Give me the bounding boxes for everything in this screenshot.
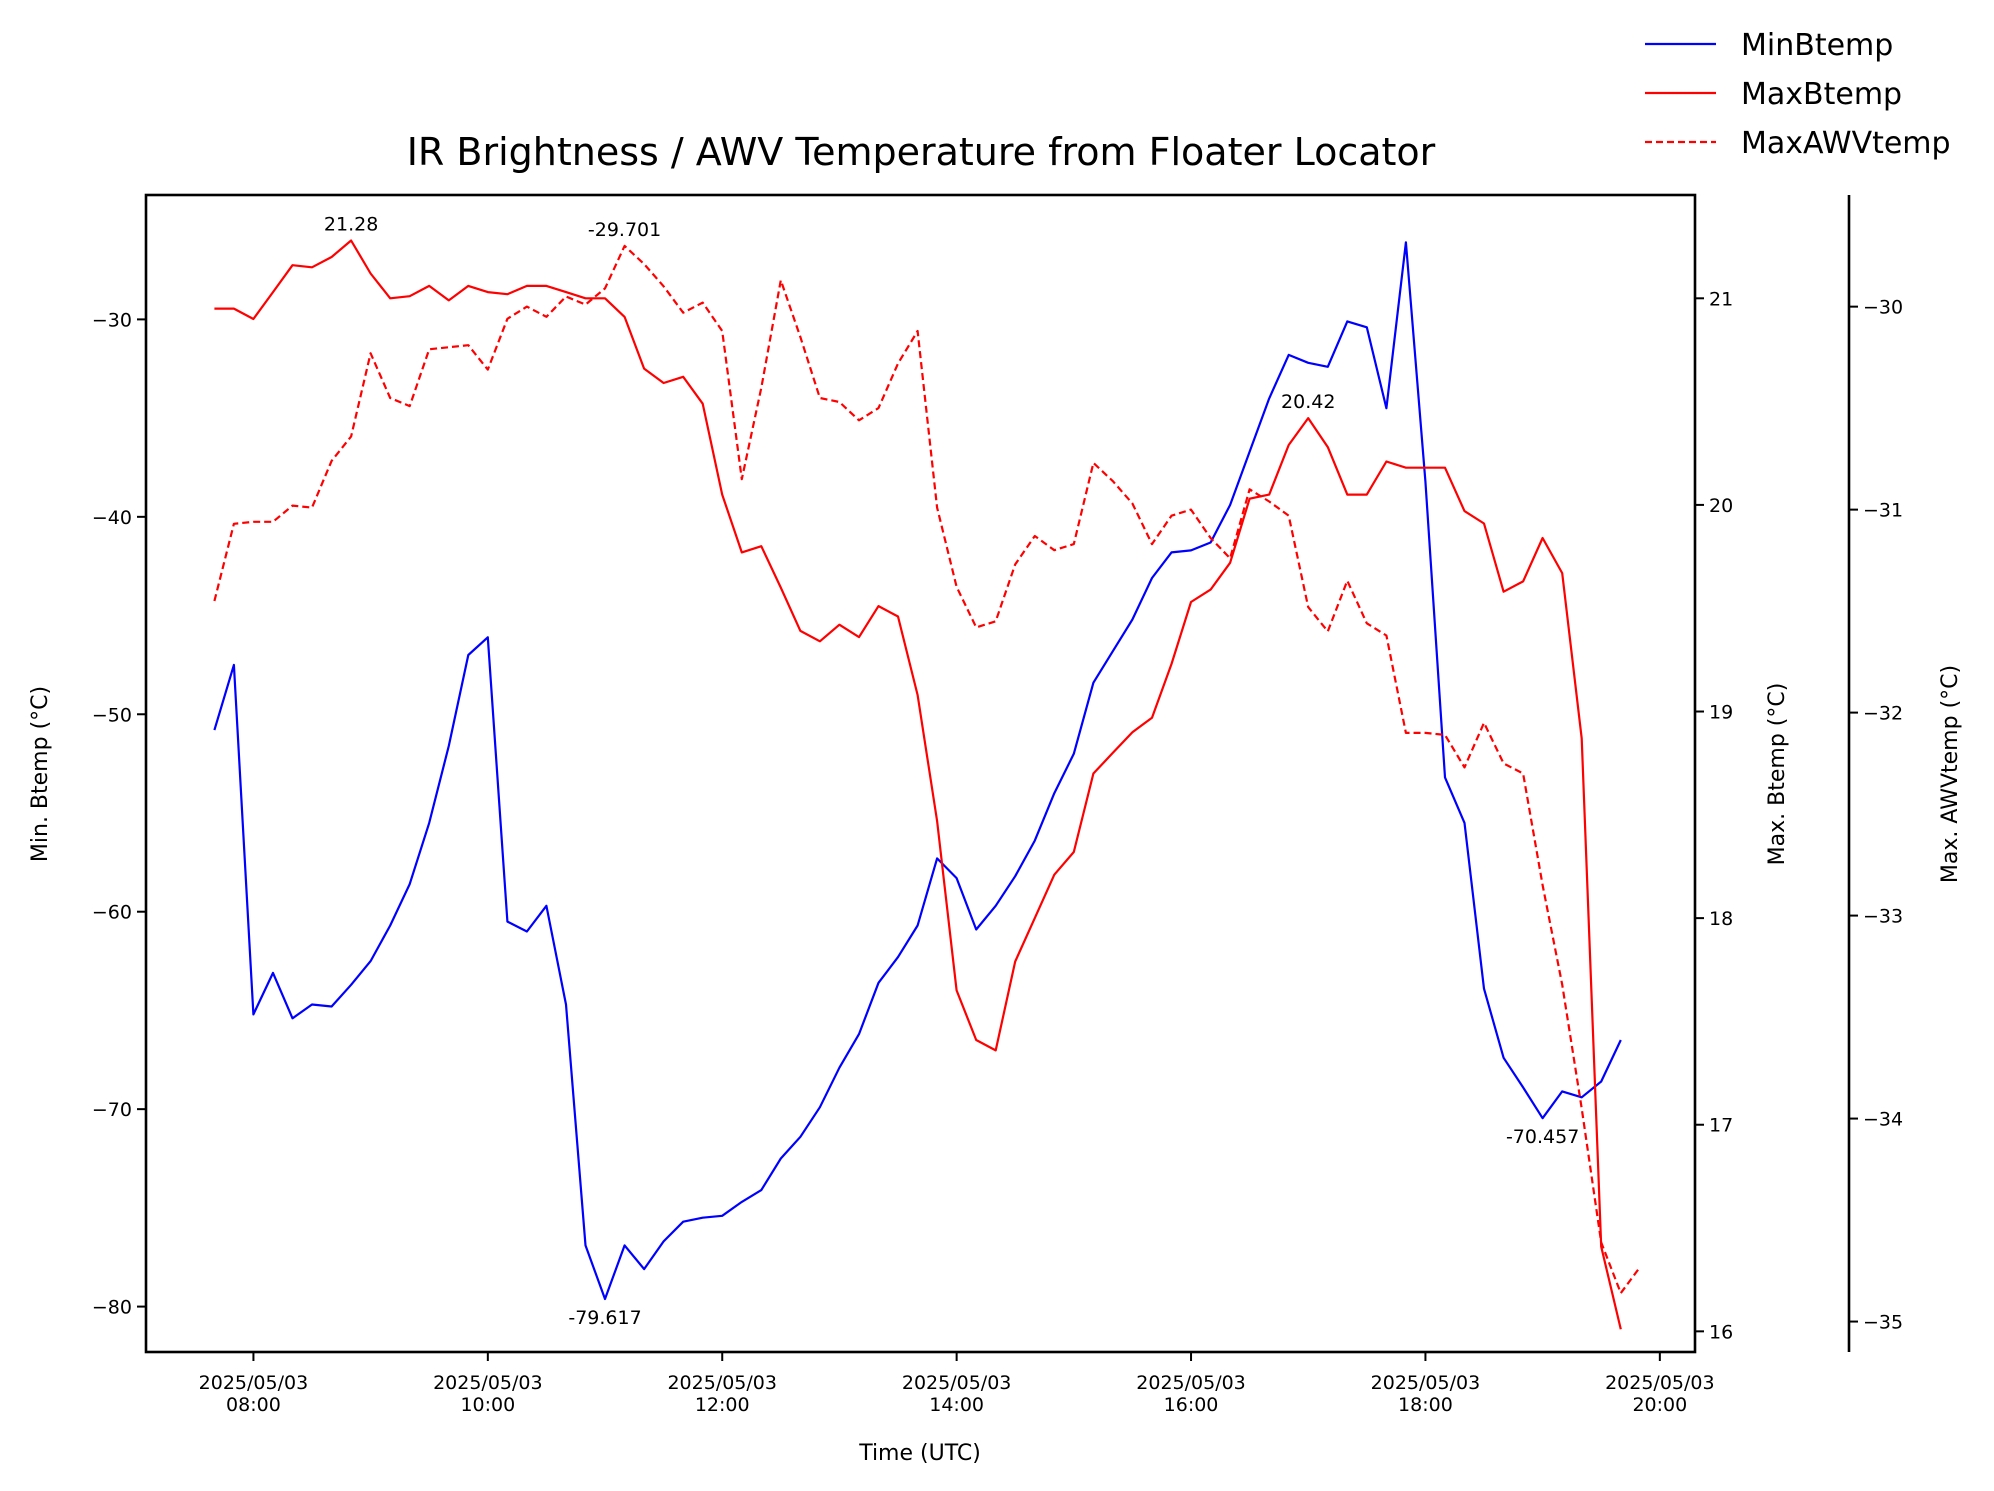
y-tick-label: −34 (1863, 1109, 1903, 1131)
x-tick-label: 2025/05/03 16:00 (1136, 1372, 1246, 1416)
y-tick-label: 16 (1709, 1321, 1733, 1343)
y-axis-right2-label: Max. AWVtemp (°C) (1938, 665, 1963, 883)
y-tick-label: −33 (1863, 906, 1903, 928)
y-tick-label: 21 (1709, 288, 1733, 310)
y-tick-label: 19 (1709, 702, 1733, 724)
y-tick-label: −60 (92, 902, 132, 924)
x-axis-label: Time (UTC) (858, 1441, 981, 1466)
plot-frame (144, 193, 1697, 1354)
x-tick-label: 2025/05/03 18:00 (1371, 1372, 1481, 1416)
plot-lines (213, 239, 1642, 1330)
y-axis-right-label: Max. Btemp (°C) (1765, 683, 1790, 866)
y-tick-label: 18 (1709, 908, 1733, 930)
y-tick-label: −80 (92, 1297, 132, 1319)
annotation-4: -70.457 (1506, 1126, 1579, 1148)
x-tick-label: 2025/05/03 08:00 (199, 1372, 309, 1416)
legend-label-maxbtemp: MaxBtemp (1741, 77, 1902, 112)
chart-title: IR Brightness / AWV Temperature from Flo… (407, 130, 1436, 174)
x-tick-label: 2025/05/03 12:00 (667, 1372, 777, 1416)
y-axis-left-label: Min. Btemp (°C) (28, 686, 53, 862)
y-tick-label: −40 (92, 507, 132, 529)
annotation-2: 20.42 (1281, 391, 1335, 413)
y-tick-label: −30 (92, 309, 132, 331)
y-axis-right: 21 20 19 18 17 16 (1695, 288, 1733, 1343)
annotation-1: -29.701 (588, 219, 661, 241)
series-line-maxbtemp (214, 239, 1622, 1330)
x-tick-label: 2025/05/03 14:00 (902, 1372, 1012, 1416)
annotation-3: -79.617 (568, 1307, 641, 1329)
x-axis: 2025/05/03 08:00 2025/05/03 10:00 2025/05/03… (199, 1352, 1715, 1416)
legend-label-maxawvtemp: MaxAWVtemp (1741, 126, 1951, 161)
legend-label-minbtemp: MinBtemp (1741, 28, 1893, 63)
y-tick-label: −70 (92, 1099, 132, 1121)
y-axis-right2: −30 −31 −32 −33 −34 −35 (1849, 297, 1903, 1334)
y-tick-label: −50 (92, 704, 132, 726)
y-tick-label: 20 (1709, 495, 1733, 517)
y-axis-left: −30 −40 −50 −60 −70 −80 (92, 309, 146, 1319)
series-line-maxawvtemp (213, 244, 1642, 1295)
y-tick-label: −35 (1863, 1312, 1903, 1334)
y-tick-label: 17 (1709, 1115, 1733, 1137)
y-tick-label: −30 (1863, 297, 1903, 319)
annotation-0: 21.28 (324, 213, 378, 235)
x-tick-label: 2025/05/03 10:00 (433, 1372, 543, 1416)
x-tick-label: 2025/05/03 20:00 (1605, 1372, 1715, 1416)
annotations: 21.28 -29.701 20.42 -79.617 -70.457 (324, 213, 1579, 1329)
y-tick-label: −31 (1863, 500, 1903, 522)
series-line-minbtemp (213, 241, 1622, 1301)
y-tick-label: −32 (1863, 703, 1903, 725)
legend: MinBtemp MaxBtemp MaxAWVtemp (1645, 28, 1951, 161)
